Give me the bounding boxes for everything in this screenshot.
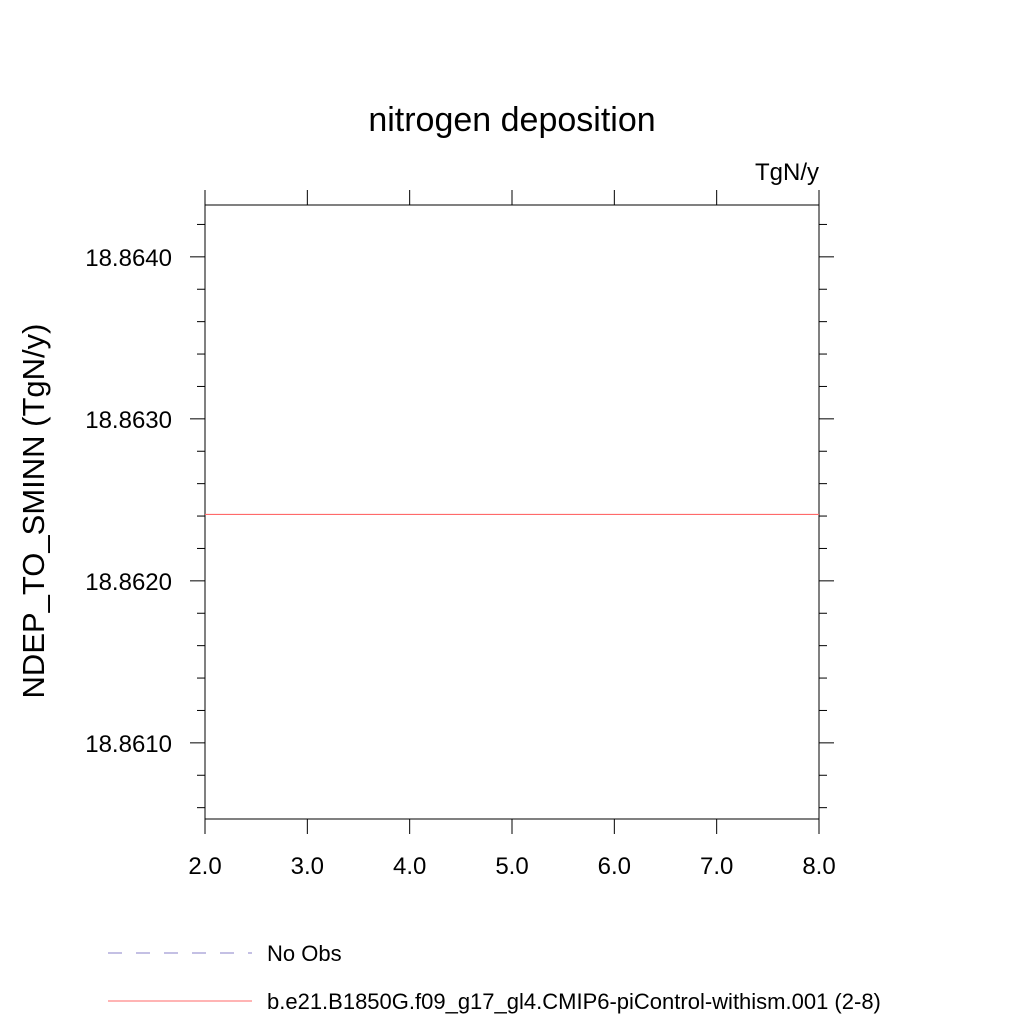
x-tick-label: 3.0 bbox=[291, 853, 324, 880]
y-tick-label: 18.8630 bbox=[85, 407, 172, 434]
legend-label: b.e21.B1850G.f09_g17_gl4.CMIP6-piControl… bbox=[267, 989, 881, 1014]
y-tick-label: 18.8610 bbox=[85, 731, 172, 758]
x-tick-label: 4.0 bbox=[393, 853, 426, 880]
x-tick-labels: 2.0 3.0 4.0 5.0 6.0 7.0 8.0 bbox=[188, 853, 835, 880]
x-tick-label: 5.0 bbox=[495, 853, 528, 880]
units-label: TgN/y bbox=[755, 159, 819, 186]
x-tick-label: 2.0 bbox=[188, 853, 221, 880]
x-tick-label: 8.0 bbox=[802, 853, 835, 880]
plot-frame bbox=[204, 204, 820, 820]
y-tick-label: 18.8640 bbox=[85, 245, 172, 272]
x-tick-label: 6.0 bbox=[598, 853, 631, 880]
y-tick-labels: 18.8610 18.8620 18.8630 18.8640 bbox=[85, 245, 172, 758]
y-axis-label: NDEP_TO_SMINN (TgN/y) bbox=[16, 324, 51, 699]
axis-ticks bbox=[190, 190, 834, 834]
y-tick-label: 18.8620 bbox=[85, 569, 172, 596]
legend-label: No Obs bbox=[267, 941, 342, 966]
x-tick-label: 7.0 bbox=[700, 853, 733, 880]
legend: No Obs b.e21.B1850G.f09_g17_gl4.CMIP6-piC… bbox=[108, 941, 881, 1014]
chart-title: nitrogen deposition bbox=[368, 101, 655, 139]
